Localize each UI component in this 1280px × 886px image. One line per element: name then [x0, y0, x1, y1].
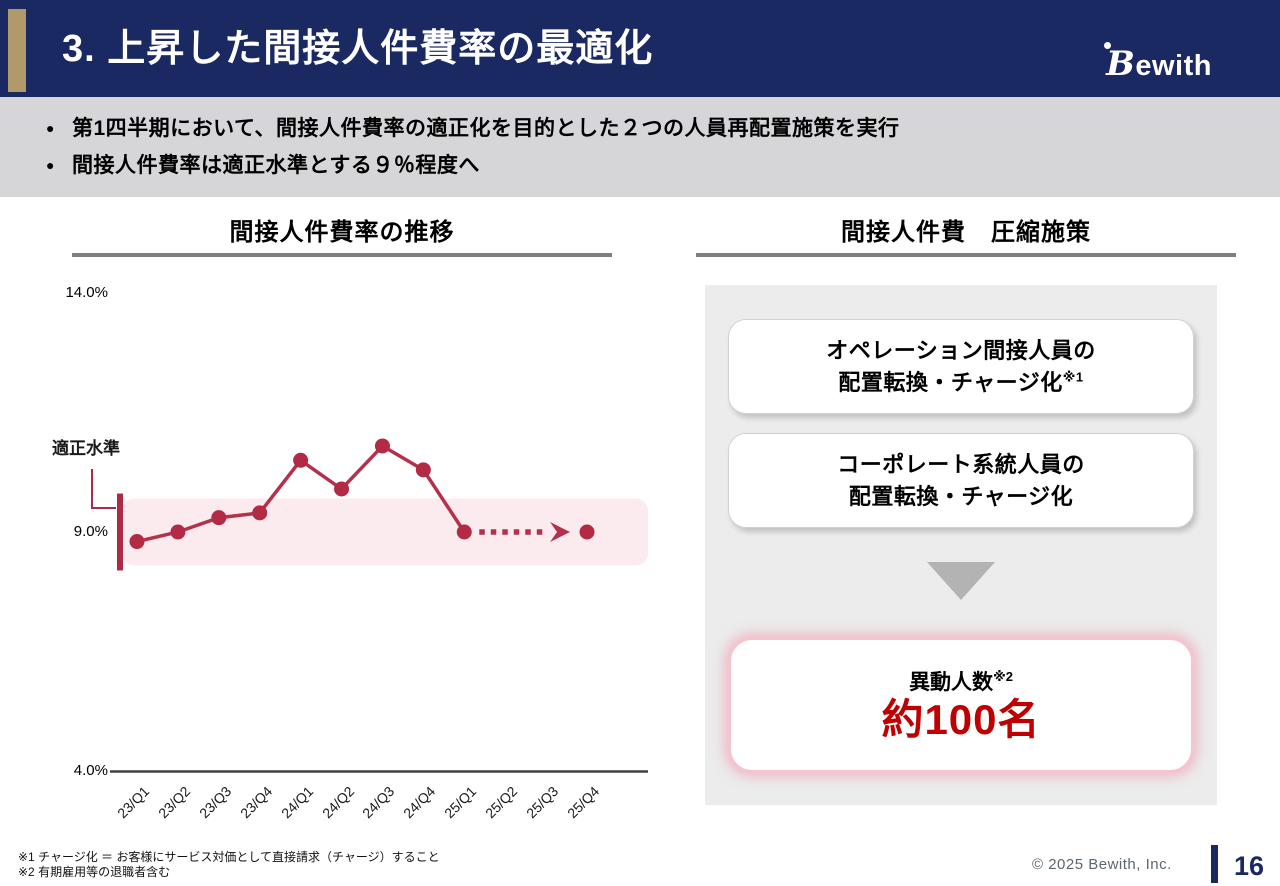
result-label: 異動人数※2 — [909, 668, 1013, 694]
y-axis-tick-label: 9.0% — [73, 523, 108, 540]
trend-chart-svg — [91, 438, 648, 773]
bullet-icon: ● — [46, 120, 55, 136]
measure-box-line2: 配置転換・チャージ化※1 — [838, 369, 1084, 395]
bullet-row: ● 間接人件費率は適正水準とする９％程度へ — [46, 147, 1280, 184]
footnote-ref-1: ※1 — [1062, 369, 1084, 385]
data-point — [129, 534, 145, 550]
measure-box-line1: オペレーション間接人員の — [826, 337, 1096, 363]
bullet-text: 第1四半期において、間接人件費率の適正化を目的とした２つの人員再配置施策を実行 — [72, 117, 900, 140]
measure-box-corporate: コーポレート系統人員の 配置転換・チャージ化 — [728, 433, 1194, 528]
data-point — [211, 510, 227, 526]
page-number: 16 — [1234, 851, 1265, 881]
chart-title: 間接人件費率の推移 — [229, 219, 455, 246]
measure-box-line1: コーポレート系統人員の — [837, 451, 1085, 477]
line-chart — [40, 275, 660, 855]
measure-box-operation: オペレーション間接人員の 配置転換・チャージ化※1 — [728, 319, 1194, 414]
bullet-text: 間接人件費率は適正水準とする９％程度へ — [72, 154, 480, 177]
summary-bullets: ● 第1四半期において、間接人件費率の適正化を目的とした２つの人員再配置施策を実… — [0, 97, 1280, 197]
data-point — [456, 524, 472, 540]
projection-arrowhead-icon — [549, 522, 570, 542]
data-point — [170, 524, 186, 540]
target-label-bracket — [91, 469, 116, 509]
y-axis-tick-label: 4.0% — [73, 762, 108, 779]
result-box: 異動人数※2 約100名 — [728, 637, 1194, 773]
bewith-logo-b: B — [1102, 44, 1135, 84]
bullet-icon: ● — [46, 157, 55, 173]
measures-panel: オペレーション間接人員の 配置転換・チャージ化※1 コーポレート系統人員の 配置… — [705, 285, 1217, 805]
footnotes: ※1 チャージ化 ＝ お客様にサービス対価として直接請求（チャージ）すること ※… — [18, 850, 440, 879]
gold-accent-bar — [8, 9, 26, 92]
y-axis-tick-label: 14.0% — [65, 284, 108, 301]
page-number-bar — [1211, 845, 1218, 883]
measure-box-line2: 配置転換・チャージ化 — [848, 483, 1074, 509]
bullet-row: ● 第1四半期において、間接人件費率の適正化を目的とした２つの人員再配置施策を実… — [46, 110, 1280, 147]
down-arrow-icon — [927, 562, 995, 600]
bewith-logo: Bewith — [1102, 44, 1212, 84]
footnote-ref-2: ※2 — [993, 668, 1013, 684]
copyright: © 2025 Bewith, Inc. — [1032, 856, 1172, 873]
result-value: 約100名 — [881, 695, 1041, 743]
page-title: 3. 上昇した間接人件費率の最適化 — [62, 28, 654, 70]
panel-title-underline — [696, 253, 1236, 257]
target-level-label: 適正水準 — [52, 439, 120, 458]
data-point — [415, 462, 431, 478]
chart-title-underline — [72, 253, 612, 257]
bewith-logo-rest: ewith — [1135, 50, 1212, 82]
data-point — [334, 481, 350, 497]
header-bar: 3. 上昇した間接人件費率の最適化 Bewith — [0, 0, 1280, 97]
footnote-1: ※1 チャージ化 ＝ お客様にサービス対価として直接請求（チャージ）すること — [18, 850, 440, 864]
panel-title: 間接人件費 圧縮施策 — [841, 219, 1091, 246]
data-point — [252, 505, 268, 521]
data-point — [293, 452, 309, 468]
data-point — [374, 438, 390, 454]
data-point — [579, 524, 595, 540]
target-tick-bar — [117, 493, 123, 571]
footnote-2: ※2 有期雇用等の退職者含む — [18, 864, 171, 879]
